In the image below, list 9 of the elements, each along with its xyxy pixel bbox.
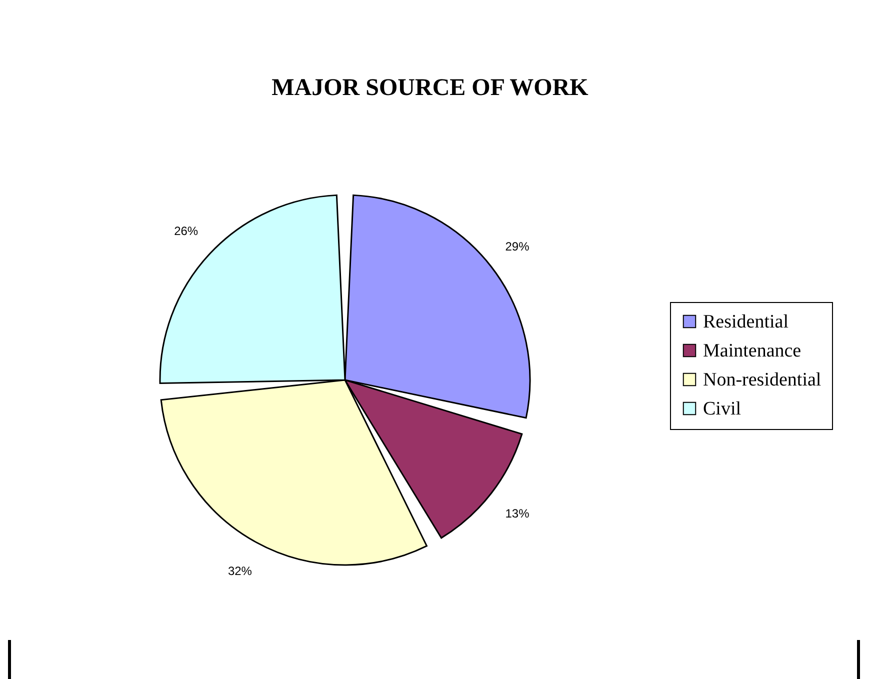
legend-label: Civil	[703, 398, 742, 420]
data-label: 26%	[174, 224, 198, 238]
legend-label: Residential	[703, 312, 788, 332]
data-label: 29%	[505, 239, 530, 254]
data-label: 13%	[505, 506, 530, 521]
legend-label: Maintenance	[703, 340, 802, 362]
legend-label: Non-residential	[703, 370, 822, 390]
data-label: 32%	[228, 564, 252, 578]
chart-title: MAJOR SOURCE OF WORK	[272, 75, 589, 101]
